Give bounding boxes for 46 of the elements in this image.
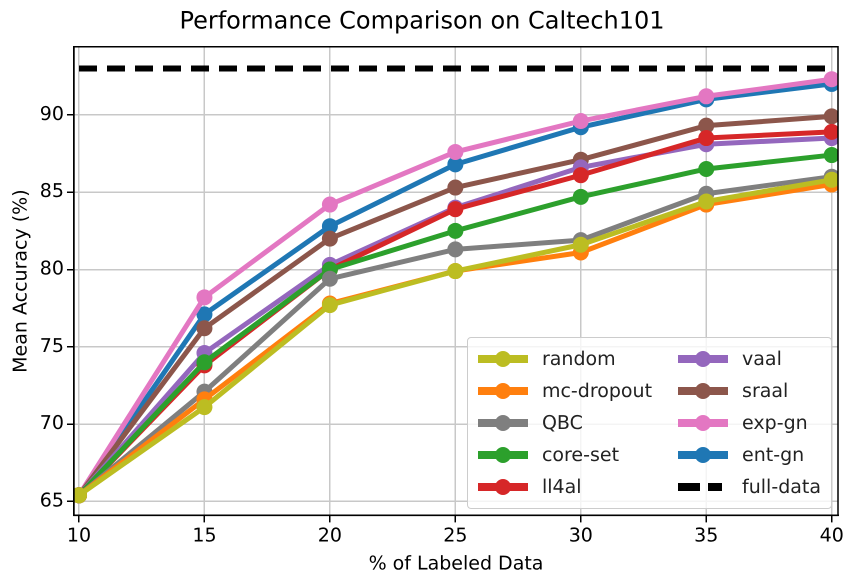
legend-label: ent-gn xyxy=(742,444,804,466)
point xyxy=(572,188,589,205)
point xyxy=(447,144,464,160)
point xyxy=(572,236,589,253)
x-tick-label: 40 xyxy=(820,524,844,547)
point xyxy=(322,270,338,287)
x-tick-label: 15 xyxy=(192,524,217,547)
point xyxy=(196,354,212,370)
y-tick-label: 85 xyxy=(40,180,64,202)
y-tick-label: 70 xyxy=(40,412,64,434)
point xyxy=(196,289,212,306)
point xyxy=(447,222,464,239)
legend-label: QBC xyxy=(542,412,583,434)
x-tick-label: 20 xyxy=(318,524,342,547)
x-tick-label: 30 xyxy=(568,524,593,547)
y-tick-label: 90 xyxy=(40,102,64,125)
legend-label: random xyxy=(542,348,616,370)
x-tick-label: 10 xyxy=(66,524,92,547)
chart-title: Performance Comparison on Caltech101 xyxy=(179,6,665,35)
point xyxy=(196,399,212,416)
point xyxy=(572,113,589,130)
point xyxy=(447,180,464,196)
point xyxy=(196,320,212,336)
legend-label: full-data xyxy=(742,476,821,498)
y-tick-label: 75 xyxy=(40,334,64,357)
x-tick-label: 25 xyxy=(443,524,468,547)
x-axis-title: % of Labeled Data xyxy=(368,552,544,575)
point xyxy=(572,167,589,184)
point xyxy=(322,196,338,213)
x-tick-label: 35 xyxy=(694,524,718,547)
point xyxy=(698,88,714,104)
legend-label: vaal xyxy=(742,348,782,370)
y-axis-title: Mean Accuracy (%) xyxy=(9,189,32,373)
point xyxy=(322,230,338,247)
point xyxy=(447,241,464,258)
legend-label: sraal xyxy=(742,380,788,402)
legend-label: core-set xyxy=(542,444,620,466)
point xyxy=(698,130,714,146)
legend-label: ll4al xyxy=(542,476,582,498)
point xyxy=(698,160,714,177)
point xyxy=(196,306,212,322)
legend-label: mc-dropout xyxy=(542,380,652,402)
y-tick-label: 65 xyxy=(40,489,64,512)
point xyxy=(698,193,714,210)
legend-label: exp-gn xyxy=(742,412,808,434)
y-tick-label: 80 xyxy=(40,257,64,280)
